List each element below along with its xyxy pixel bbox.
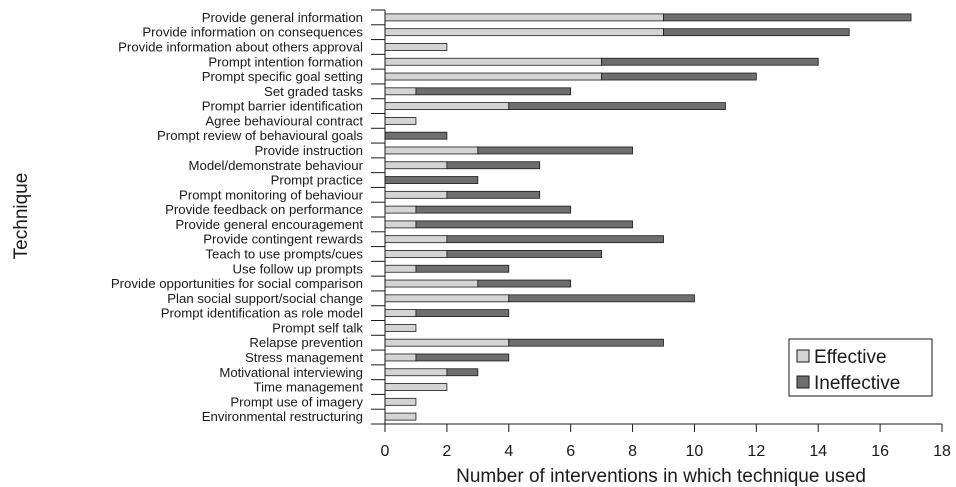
bar-segment-ineffective (415, 87, 572, 96)
bar-segment-ineffective (415, 205, 572, 214)
bar-segment-effective (384, 43, 448, 51)
legend-swatch-ineffective (796, 375, 810, 389)
category-label: Prompt barrier identification (202, 99, 363, 114)
category-label: Environmental restructuring (202, 409, 363, 424)
bar-segment-effective (384, 72, 603, 81)
bar-segment-effective (384, 190, 448, 199)
legend-label: Effective (814, 347, 887, 368)
legend-label: Ineffective (814, 373, 900, 394)
category-label: Stress management (245, 350, 363, 365)
bar-segment-ineffective (384, 131, 448, 140)
bar-segment-effective (384, 146, 479, 155)
bar-segment-ineffective (663, 13, 912, 22)
bar-segment-effective (384, 235, 448, 244)
x-tick-label: 2 (442, 443, 451, 460)
category-label: Provide general encouragement (175, 217, 363, 232)
x-tick-label: 12 (747, 443, 765, 460)
x-tick-label: 6 (566, 443, 575, 460)
category-label: Use follow up prompts (233, 261, 364, 276)
category-label: Relapse prevention (249, 335, 363, 350)
bar-segment-effective (384, 383, 448, 391)
category-label: Provide opportunities for social compari… (111, 276, 363, 291)
category-label: Prompt use of imagery (230, 394, 363, 409)
x-tick-label: 18 (933, 443, 951, 460)
category-label: Provide general information (202, 10, 363, 25)
category-label: Provide contingent rewards (203, 232, 363, 247)
category-label: Prompt review of behavioural goals (157, 128, 363, 143)
category-label: Provide information on consequences (142, 25, 363, 40)
category-label: Prompt specific goal setting (202, 69, 363, 84)
category-label: Provide information about others approva… (118, 39, 363, 54)
category-label: Prompt intention formation (208, 54, 363, 69)
legend-box (788, 338, 933, 397)
bar-segment-effective (384, 368, 448, 377)
bar-segment-ineffective (384, 176, 479, 184)
bar-segment-effective (384, 102, 510, 111)
bar-segment-ineffective (508, 294, 695, 303)
legend: Effective Ineffective (788, 338, 933, 397)
x-tick-label: 16 (871, 443, 889, 460)
bar-segment-ineffective (601, 57, 819, 66)
bar-segment-effective (384, 205, 417, 214)
bar-segment-ineffective (446, 161, 541, 170)
bar-segment-effective (384, 57, 603, 66)
bar-segment-effective (384, 309, 417, 318)
bar-segment-ineffective (415, 309, 510, 318)
category-label: Prompt self talk (272, 320, 363, 335)
axes-layer (371, 9, 943, 432)
category-label: Plan social support/social change (167, 291, 363, 306)
category-label: Prompt practice (271, 173, 363, 188)
category-label: Provide instruction (255, 143, 363, 158)
category-label: Motivational interviewing (219, 365, 363, 380)
category-label: Time management (254, 380, 364, 395)
category-label: Prompt identification as role model (161, 306, 363, 321)
category-label: Model/demonstrate behaviour (189, 158, 364, 173)
x-tick-label: 10 (686, 443, 704, 460)
x-tick-label: 4 (504, 443, 513, 460)
bars-layer (384, 13, 912, 421)
bar-segment-effective (384, 28, 664, 37)
category-label: Agree behavioural contract (205, 113, 363, 128)
bar-segment-effective (384, 338, 510, 347)
bar-segment-effective (384, 161, 448, 170)
bar-segment-effective (384, 323, 417, 332)
bar-segment-effective (384, 264, 417, 273)
legend-swatch-effective (796, 349, 810, 363)
bar-segment-ineffective (446, 368, 479, 377)
bar-segment-ineffective (477, 146, 633, 155)
bar-segment-effective (384, 220, 417, 229)
bar-segment-effective (384, 87, 417, 96)
x-tick-label: 8 (628, 443, 637, 460)
bar-segment-effective (384, 353, 417, 362)
bar-segment-ineffective (601, 72, 757, 81)
category-label: Teach to use prompts/cues (205, 246, 363, 261)
bar-segment-effective (384, 412, 417, 421)
bar-segment-effective (384, 294, 510, 303)
bar-segment-ineffective (415, 220, 633, 229)
bar-segment-ineffective (508, 102, 726, 111)
bar-segment-ineffective (508, 338, 664, 347)
bar-segment-ineffective (477, 279, 572, 288)
bar-segment-effective (384, 397, 417, 406)
x-axis-title: Number of interventions in which techniq… (456, 466, 866, 487)
bar-segment-effective (384, 279, 479, 288)
x-tick-label: 14 (809, 443, 827, 460)
bar-segment-ineffective (415, 353, 510, 362)
bar-segment-ineffective (446, 235, 664, 244)
y-axis-title: Technique (11, 173, 32, 260)
bar-segment-ineffective (446, 190, 541, 199)
category-label: Prompt monitoring of behaviour (179, 187, 364, 202)
bar-segment-ineffective (415, 264, 510, 273)
bar-segment-ineffective (446, 250, 603, 258)
bar-segment-effective (384, 250, 448, 258)
category-label: Set graded tasks (264, 84, 363, 99)
bar-segment-effective (384, 116, 417, 125)
x-tick-label: 0 (381, 443, 390, 460)
category-label: Provide feedback on performance (165, 202, 363, 217)
x-tick-labels: 0 2 4 6 8 10 12 14 16 18 (381, 443, 951, 460)
bar-segment-ineffective (663, 28, 850, 37)
bar-segment-effective (384, 13, 664, 22)
